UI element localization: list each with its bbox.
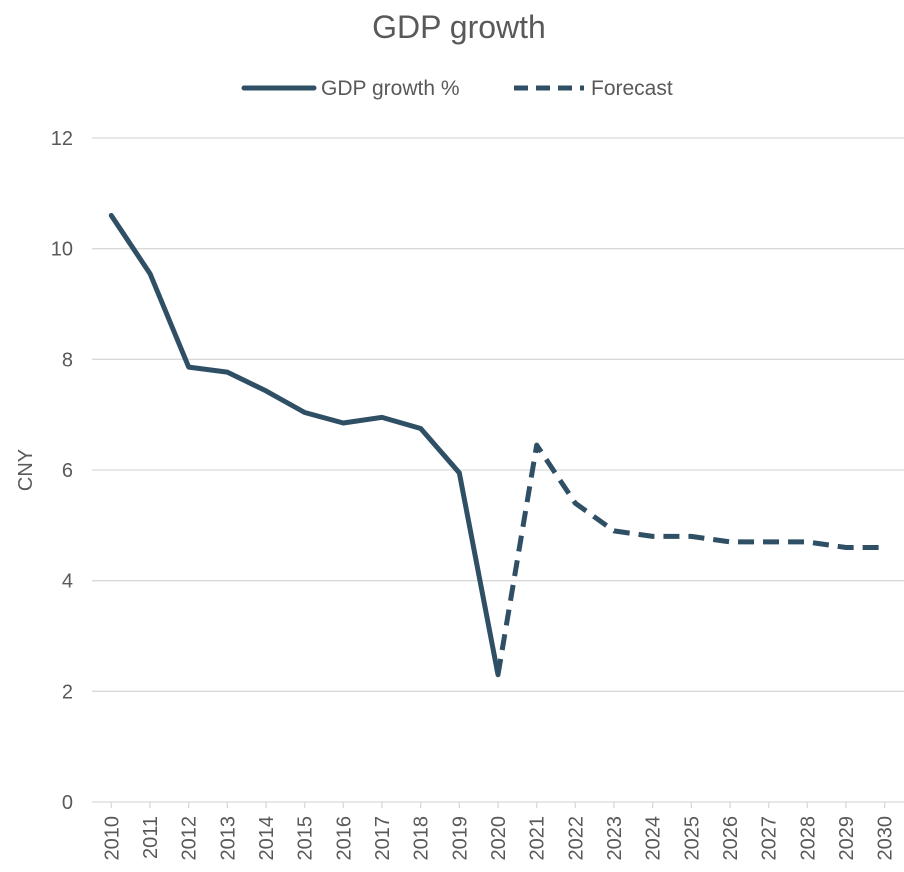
y-tick-label: 6 xyxy=(62,460,73,482)
x-tick-label: 2013 xyxy=(217,816,239,861)
x-tick-label: 2027 xyxy=(759,816,781,861)
x-tick-label: 2012 xyxy=(179,816,201,861)
y-tick-label: 2 xyxy=(62,681,73,703)
x-tick-label: 2020 xyxy=(488,816,510,861)
y-axis-title: CNY xyxy=(15,449,37,491)
legend: GDP growth % Forecast xyxy=(241,77,673,100)
series-line-gdp-growth xyxy=(108,213,501,678)
x-tick-label: 2010 xyxy=(101,816,123,861)
x-tick-label: 2011 xyxy=(140,816,162,859)
series-lines xyxy=(108,213,885,678)
x-tick-label: 2028 xyxy=(797,816,819,861)
y-tick-label: 4 xyxy=(62,571,73,593)
x-tick-label: 2023 xyxy=(604,816,626,861)
chart-title: GDP growth xyxy=(372,9,546,45)
x-tick-label: 2021 xyxy=(527,816,549,861)
x-tick-label: 2016 xyxy=(333,816,355,861)
legend-label: GDP growth % xyxy=(321,77,460,100)
y-tick-label: 12 xyxy=(51,128,73,150)
series-line-forecast xyxy=(495,442,885,676)
legend-label: Forecast xyxy=(591,77,673,100)
x-tick-label: 2022 xyxy=(565,816,587,861)
y-tick-label: 8 xyxy=(62,349,73,371)
x-tick-label: 2014 xyxy=(256,816,278,861)
y-axis-ticks: 0 2 4 6 8 10 12 xyxy=(51,128,73,814)
gridlines xyxy=(92,137,904,803)
y-tick-label: 10 xyxy=(51,239,73,261)
x-tick-label: 2015 xyxy=(295,816,317,861)
y-tick-label: 0 xyxy=(62,792,73,814)
x-tick-label: 2018 xyxy=(411,816,433,861)
x-tick-label: 2026 xyxy=(720,816,742,861)
x-tick-label: 2024 xyxy=(643,816,665,861)
x-tick-label: 2030 xyxy=(875,816,897,861)
x-axis-ticks: 2010 2011 2012 2013 2014 2015 2016 2017 2018 2019… xyxy=(101,802,897,861)
x-tick-label: 2029 xyxy=(836,816,858,861)
x-tick-label: 2025 xyxy=(681,816,703,861)
x-tick-label: 2019 xyxy=(449,816,471,861)
x-tick-label: 2017 xyxy=(372,816,394,861)
